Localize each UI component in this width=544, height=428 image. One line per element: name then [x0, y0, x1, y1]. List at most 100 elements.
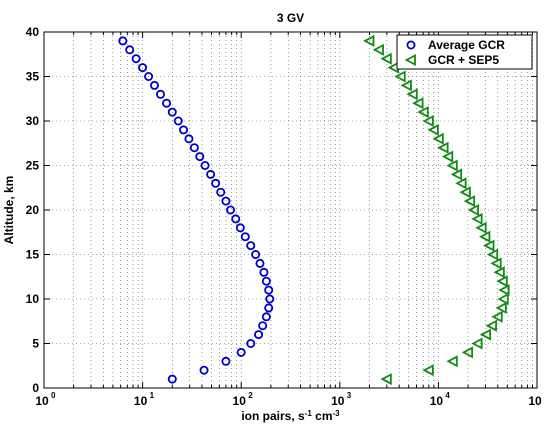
data-point [255, 258, 265, 268]
y-tick-label: 35 [26, 70, 40, 84]
data-point [144, 72, 154, 82]
data-point [118, 36, 128, 46]
data-point [211, 178, 221, 188]
data-point [221, 356, 231, 366]
data-point [264, 303, 274, 313]
data-point [167, 374, 177, 384]
data-point [179, 125, 189, 135]
data-point [380, 373, 392, 386]
data-point [380, 52, 392, 65]
x-axis-label: ion pairs, s-1 cm-3 [241, 409, 340, 424]
y-tick-label: 10 [26, 292, 40, 306]
data-point [446, 355, 458, 368]
data-point [471, 337, 483, 350]
data-point [138, 63, 148, 73]
data-point [412, 97, 424, 110]
y-tick-label: 15 [26, 248, 40, 262]
data-point [261, 276, 271, 286]
data-point [495, 301, 507, 314]
chart-title: 3 GV [277, 11, 304, 25]
grid [44, 32, 537, 388]
data-point [195, 152, 205, 162]
data-point [264, 285, 274, 295]
data-point [441, 150, 454, 163]
data-point [254, 330, 264, 340]
data-point [483, 239, 495, 252]
data-point [486, 248, 499, 261]
data-point [259, 267, 269, 277]
data-point [184, 134, 194, 144]
y-tick-label: 20 [26, 203, 40, 217]
x-tick-label: 10 [233, 394, 247, 408]
data-point [149, 80, 159, 90]
data-point [167, 107, 177, 117]
x-tick-exponent: 0 [51, 391, 56, 400]
data-point [422, 364, 434, 377]
y-tick-label: 0 [32, 381, 39, 395]
data-point [240, 232, 250, 242]
data-point [490, 257, 502, 270]
axis-ticks [44, 32, 537, 388]
x-tick-label: 10 [528, 394, 542, 408]
data-point [479, 328, 492, 341]
data-point [258, 321, 268, 331]
data-point [496, 275, 508, 288]
y-tick-label: 30 [26, 114, 40, 128]
legend-marker-symbol [406, 40, 416, 50]
series-average-gcr [118, 36, 275, 384]
data-point [173, 116, 183, 126]
data-point [461, 346, 473, 359]
y-axis-label: Altitude, km [2, 176, 16, 245]
legend-marker-gcr-sep5 [404, 54, 416, 66]
y-tick-label: 40 [26, 25, 40, 39]
data-point [437, 141, 449, 154]
legend-label-gcr-sep5: GCR + SEP5 [428, 53, 499, 67]
legend-label-average-gcr: Average GCR [428, 38, 505, 52]
data-point [467, 204, 479, 216]
x-tick-exponent: 1 [150, 391, 155, 400]
data-point [400, 79, 412, 92]
data-point [246, 338, 256, 348]
data-point [363, 34, 375, 47]
series-layer [118, 34, 510, 386]
data-point [156, 89, 166, 99]
data-point [131, 54, 141, 64]
data-point [189, 143, 199, 153]
data-point [265, 294, 275, 304]
data-point [226, 205, 236, 215]
x-tick-label: 10 [331, 394, 345, 408]
y-tick-label: 25 [26, 159, 40, 173]
data-point [446, 159, 458, 172]
data-point [493, 266, 505, 279]
data-point [450, 168, 463, 181]
data-point [235, 223, 245, 233]
data-point [162, 98, 172, 108]
data-point [475, 221, 487, 234]
data-point [455, 177, 467, 190]
data-point [251, 249, 261, 259]
data-point [406, 88, 418, 101]
legend-marker-symbol [404, 54, 416, 66]
data-point [200, 160, 210, 170]
data-point [261, 312, 271, 322]
x-tick-exponent: 2 [248, 391, 253, 400]
x-tick-exponent: 4 [445, 391, 450, 400]
data-point [471, 212, 483, 225]
data-point [246, 241, 256, 251]
data-point [125, 45, 135, 55]
data-point [372, 43, 384, 56]
data-point [422, 115, 434, 127]
data-point [497, 293, 509, 305]
legend: Average GCR GCR + SEP5 [396, 34, 533, 70]
data-point [432, 132, 444, 145]
data-point [498, 284, 510, 297]
x-tick-label: 10 [430, 394, 444, 408]
legend-box [396, 34, 533, 70]
data-point [459, 186, 471, 199]
data-point [394, 70, 406, 83]
x-tick-label: 10 [35, 394, 49, 408]
data-point [427, 123, 439, 136]
legend-marker-average-gcr [406, 40, 416, 50]
